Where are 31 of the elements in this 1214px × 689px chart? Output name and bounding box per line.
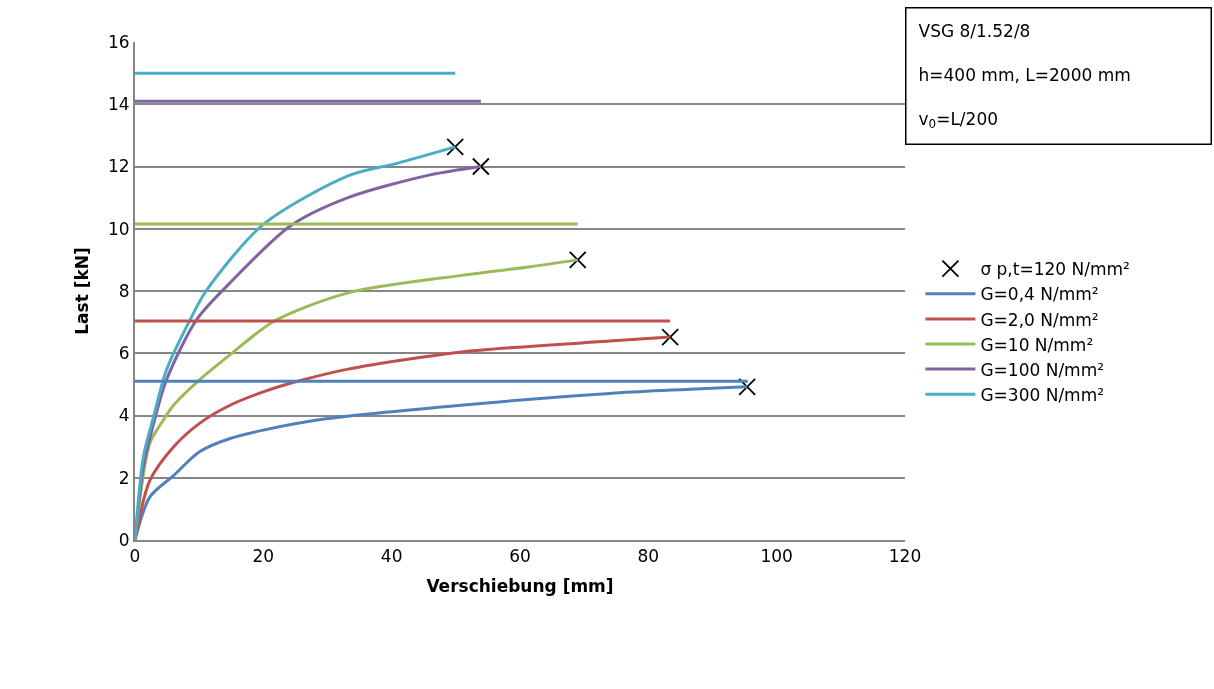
y-tick-label: 16	[107, 31, 130, 52]
y-tick-label: 12	[107, 156, 130, 177]
x-tick-label: 20	[252, 546, 275, 567]
legend-label: G=10 N/mm²	[980, 334, 1094, 355]
y-tick-label: 0	[118, 529, 130, 550]
legend-label: G=0,4 N/mm²	[980, 284, 1099, 305]
y-tick-label: 8	[118, 280, 130, 301]
legend-label: G=100 N/mm²	[980, 359, 1105, 380]
text: v$_{0}$=L/200	[918, 108, 999, 132]
point	[738, 377, 757, 396]
legend-label: σ p,t=120 N/mm²	[980, 259, 1130, 280]
point	[446, 137, 465, 156]
legend-label: G=300 N/mm²	[980, 384, 1105, 405]
y-tick-label: 2	[118, 467, 130, 488]
x-tick-label: 80	[637, 546, 660, 567]
x-tick-label: 60	[509, 546, 531, 567]
x-tick-label: 100	[760, 546, 793, 567]
y-axis-title: Last [kN]	[72, 247, 93, 335]
x-axis-title: Verschiebung [mm]	[426, 576, 614, 597]
y-tick-label: 6	[118, 343, 130, 364]
y-tick-label: 10	[107, 218, 130, 239]
point	[661, 328, 680, 346]
point	[568, 250, 587, 269]
text: h=400 mm, L=2000 mm	[918, 64, 1131, 85]
point	[471, 157, 490, 176]
y-tick-label: 4	[118, 405, 130, 426]
y-tick-label: 14	[107, 94, 130, 115]
x-tick-label: 120	[888, 546, 922, 567]
x-tick-label: 40	[380, 546, 403, 567]
legend-label: G=2,0 N/mm²	[980, 309, 1099, 330]
text: VSG 8/1.52/8	[918, 20, 1031, 41]
